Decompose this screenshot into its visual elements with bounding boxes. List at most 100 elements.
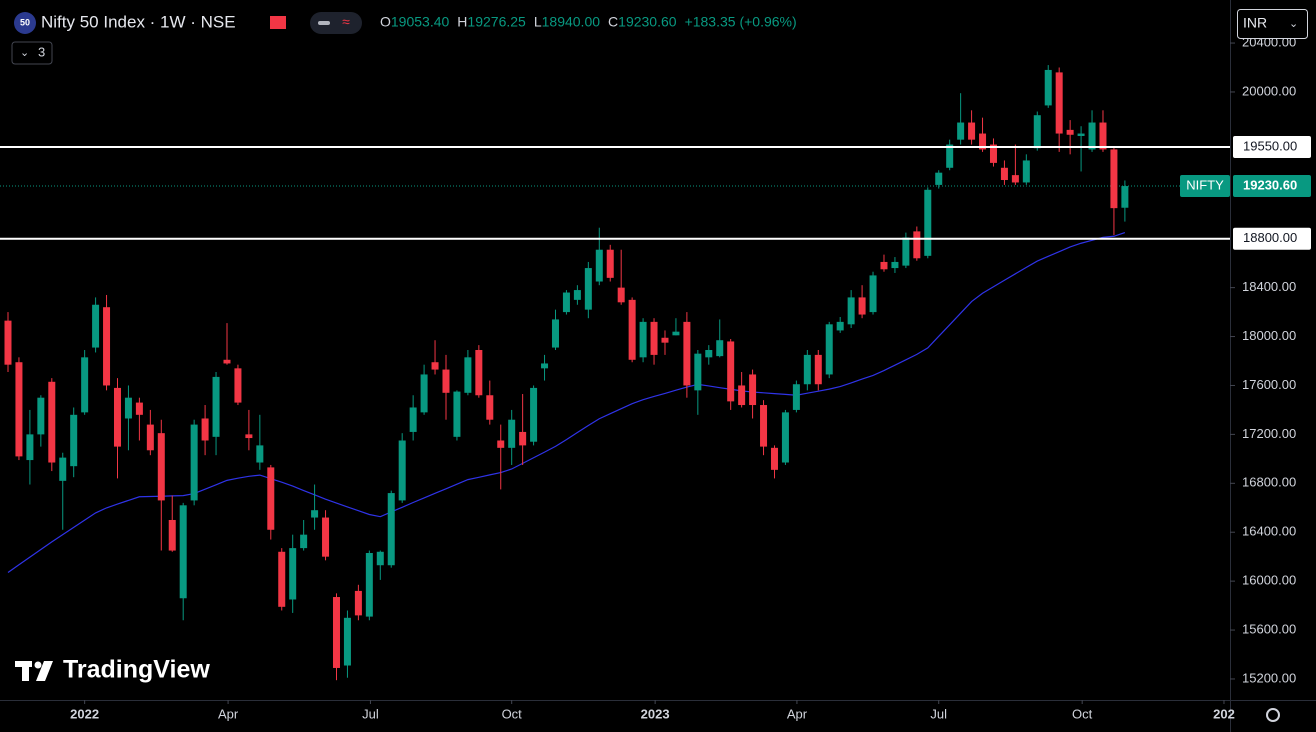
ohlc-value: 19053.40 (391, 14, 450, 30)
candle-body (1011, 175, 1019, 183)
currency-button[interactable] (1237, 9, 1308, 39)
candle-body (497, 440, 505, 448)
candle-body (727, 341, 735, 402)
candle-body (332, 597, 340, 668)
candle-body (442, 369, 450, 393)
chevron: ⌄ (20, 47, 29, 59)
candle-body (902, 237, 910, 266)
ohlc-legend: O 19053.40 H 19276.25 L 18940.00 C 19230.60 +183… (380, 14, 797, 30)
ohlc-key: L (534, 14, 542, 30)
candle-body (858, 297, 866, 315)
candle-body (617, 287, 625, 303)
candle-body (661, 337, 669, 343)
candle-body (256, 445, 264, 463)
candle-body (168, 519, 176, 551)
status-pill[interactable] (310, 12, 362, 34)
candle-body (201, 418, 209, 441)
candle-body (989, 144, 997, 163)
x-tick-label: Jul (930, 706, 947, 721)
candle-body (891, 261, 899, 269)
candle-body (365, 553, 373, 617)
x-tick-label: Apr (787, 706, 808, 721)
candle-body (573, 290, 581, 300)
candle-body (409, 407, 417, 432)
candle-body (957, 122, 965, 140)
candle-body (212, 376, 220, 437)
x-tick-label: 2023 (641, 706, 670, 721)
indicator-count: 3 (38, 44, 45, 59)
candle-body (519, 431, 527, 446)
hline-price-box (1233, 227, 1311, 250)
candle-body (1000, 167, 1008, 181)
currency-chevron: ⌄ (1289, 18, 1298, 30)
candle-body (979, 133, 987, 150)
candle-body (749, 374, 757, 406)
candle-body (343, 617, 351, 666)
candle-body (37, 397, 45, 435)
candle-body (770, 447, 778, 470)
y-tick-label: 15600.00 (1242, 621, 1296, 636)
candle-body (1088, 122, 1096, 150)
axes: 15200.00 15600.00 16000.00 16400.00 16800.00… (70, 34, 1311, 721)
watermark-logo (15, 661, 53, 681)
symbol-badge[interactable] (14, 12, 36, 34)
candle-body (245, 434, 253, 439)
hline-price-box (1233, 135, 1311, 158)
flag-icon[interactable] (270, 16, 286, 29)
candle-body (311, 510, 319, 518)
candle-body (694, 353, 702, 391)
candle-body (59, 457, 67, 481)
y-tick-label: 16000.00 (1242, 573, 1296, 588)
y-tick-label: 17200.00 (1242, 426, 1296, 441)
candle-body (278, 551, 286, 607)
candle-body (103, 307, 111, 386)
indicator-toggle[interactable] (11, 41, 53, 65)
candle-body (530, 387, 538, 442)
candle-body (1022, 160, 1030, 183)
candle-body (48, 381, 56, 463)
x-tick-label: Oct (502, 706, 523, 721)
last-price-box (1233, 175, 1311, 198)
candle-body (26, 434, 34, 461)
candle-body (354, 590, 362, 616)
candle-body (584, 268, 592, 310)
candle-body (1099, 122, 1107, 150)
candle-body (387, 493, 395, 566)
candle-body (1055, 72, 1063, 134)
hline-price-label: 19550.00 (1243, 138, 1297, 153)
candle-body (234, 368, 242, 403)
candle-body (420, 374, 428, 413)
x-tick-label: Jul (362, 706, 379, 721)
candle-body (4, 320, 12, 365)
candle-body (179, 505, 187, 599)
symbol-title[interactable]: Nifty 50 Index · 1W · NSE (41, 12, 236, 31)
settings-icon[interactable] (1266, 708, 1280, 722)
candle-body (70, 414, 78, 467)
hline-price-label: 18800.00 (1243, 230, 1297, 245)
candle-body (836, 321, 844, 331)
y-tick-label: 17600.00 (1242, 377, 1296, 392)
candle-body (606, 249, 614, 278)
x-tick-label: Apr (218, 706, 239, 721)
candle-body (683, 321, 691, 386)
candle-body (322, 517, 330, 557)
price-change: +183.35 (+0.96%) (685, 14, 797, 30)
candle-body (81, 357, 89, 413)
candle-body (792, 384, 800, 410)
last-price-label: 19230.60 (1243, 177, 1297, 192)
candle-body (431, 362, 439, 370)
candle-body (968, 122, 976, 140)
candle-body (1110, 149, 1118, 209)
candle-body (146, 424, 154, 451)
candle-body (300, 534, 308, 549)
candle-body (716, 340, 724, 357)
status-icon-2: ≈ (342, 14, 350, 30)
candle-body (869, 275, 877, 313)
candle-body (541, 363, 549, 369)
plot-area (0, 65, 1230, 681)
candle-body (376, 551, 384, 566)
candle-body (650, 321, 658, 355)
candle-body (113, 387, 121, 447)
y-tick-label: 18000.00 (1242, 328, 1296, 343)
